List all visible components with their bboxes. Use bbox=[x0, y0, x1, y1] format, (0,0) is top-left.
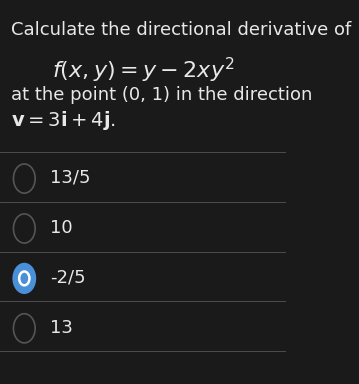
Circle shape bbox=[13, 264, 35, 293]
Circle shape bbox=[19, 271, 29, 285]
Text: Calculate the directional derivative of: Calculate the directional derivative of bbox=[11, 21, 352, 39]
Circle shape bbox=[13, 164, 35, 193]
Text: 10: 10 bbox=[50, 219, 73, 237]
Text: 13: 13 bbox=[50, 319, 73, 337]
Circle shape bbox=[13, 214, 35, 243]
Text: 13/5: 13/5 bbox=[50, 169, 90, 187]
Text: -2/5: -2/5 bbox=[50, 269, 86, 287]
Text: $\mathbf{v} = 3\mathbf{i} + 4\mathbf{j}.$: $\mathbf{v} = 3\mathbf{i} + 4\mathbf{j}.… bbox=[11, 109, 116, 132]
Circle shape bbox=[13, 314, 35, 343]
Text: at the point (0, 1) in the direction: at the point (0, 1) in the direction bbox=[11, 86, 313, 104]
Text: $f(x, y) = y - 2xy^2$: $f(x, y) = y - 2xy^2$ bbox=[52, 56, 234, 85]
